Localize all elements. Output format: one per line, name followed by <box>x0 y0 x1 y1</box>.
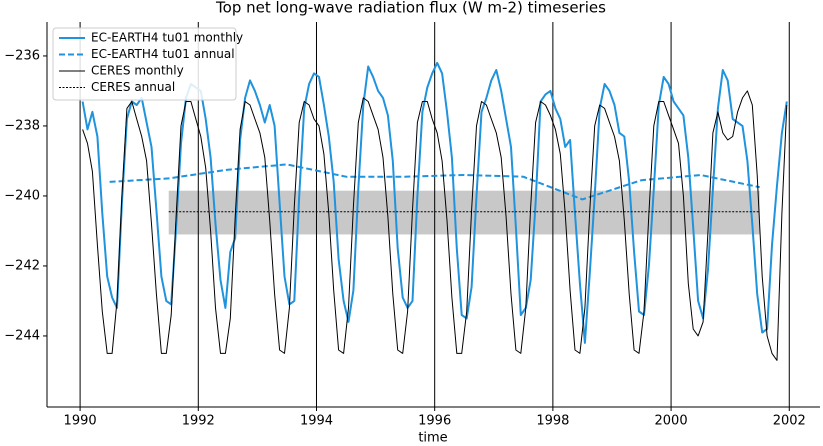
x-axis-label: time <box>418 431 447 446</box>
x-tick-label: 2000 <box>655 414 688 429</box>
x-tick-label: 1992 <box>182 414 215 429</box>
x-tick-label: 2002 <box>773 414 806 429</box>
x-tick-label: 1994 <box>300 414 333 429</box>
legend-label: EC-EARTH4 tu01 monthly <box>91 31 243 45</box>
chart-title: Top net long-wave radiation flux (W m-2)… <box>215 0 606 17</box>
x-tick-label: 1998 <box>536 414 569 429</box>
x-tick-label: 1996 <box>418 414 451 429</box>
series-line <box>109 163 760 201</box>
y-tick-label: −244 <box>4 328 40 343</box>
y-tick-label: −238 <box>4 118 40 133</box>
legend-box <box>52 27 237 101</box>
legend-label: CERES annual <box>91 80 175 94</box>
legend-label: CERES monthly <box>91 64 184 78</box>
y-tick-label: −242 <box>4 258 40 273</box>
range-band <box>168 190 760 235</box>
y-tick-label: −240 <box>4 188 40 203</box>
x-tick-label: 1990 <box>64 414 97 429</box>
y-tick-label: −236 <box>4 48 40 63</box>
series-line <box>82 90 788 361</box>
legend-label: EC-EARTH4 tu01 annual <box>91 47 235 61</box>
